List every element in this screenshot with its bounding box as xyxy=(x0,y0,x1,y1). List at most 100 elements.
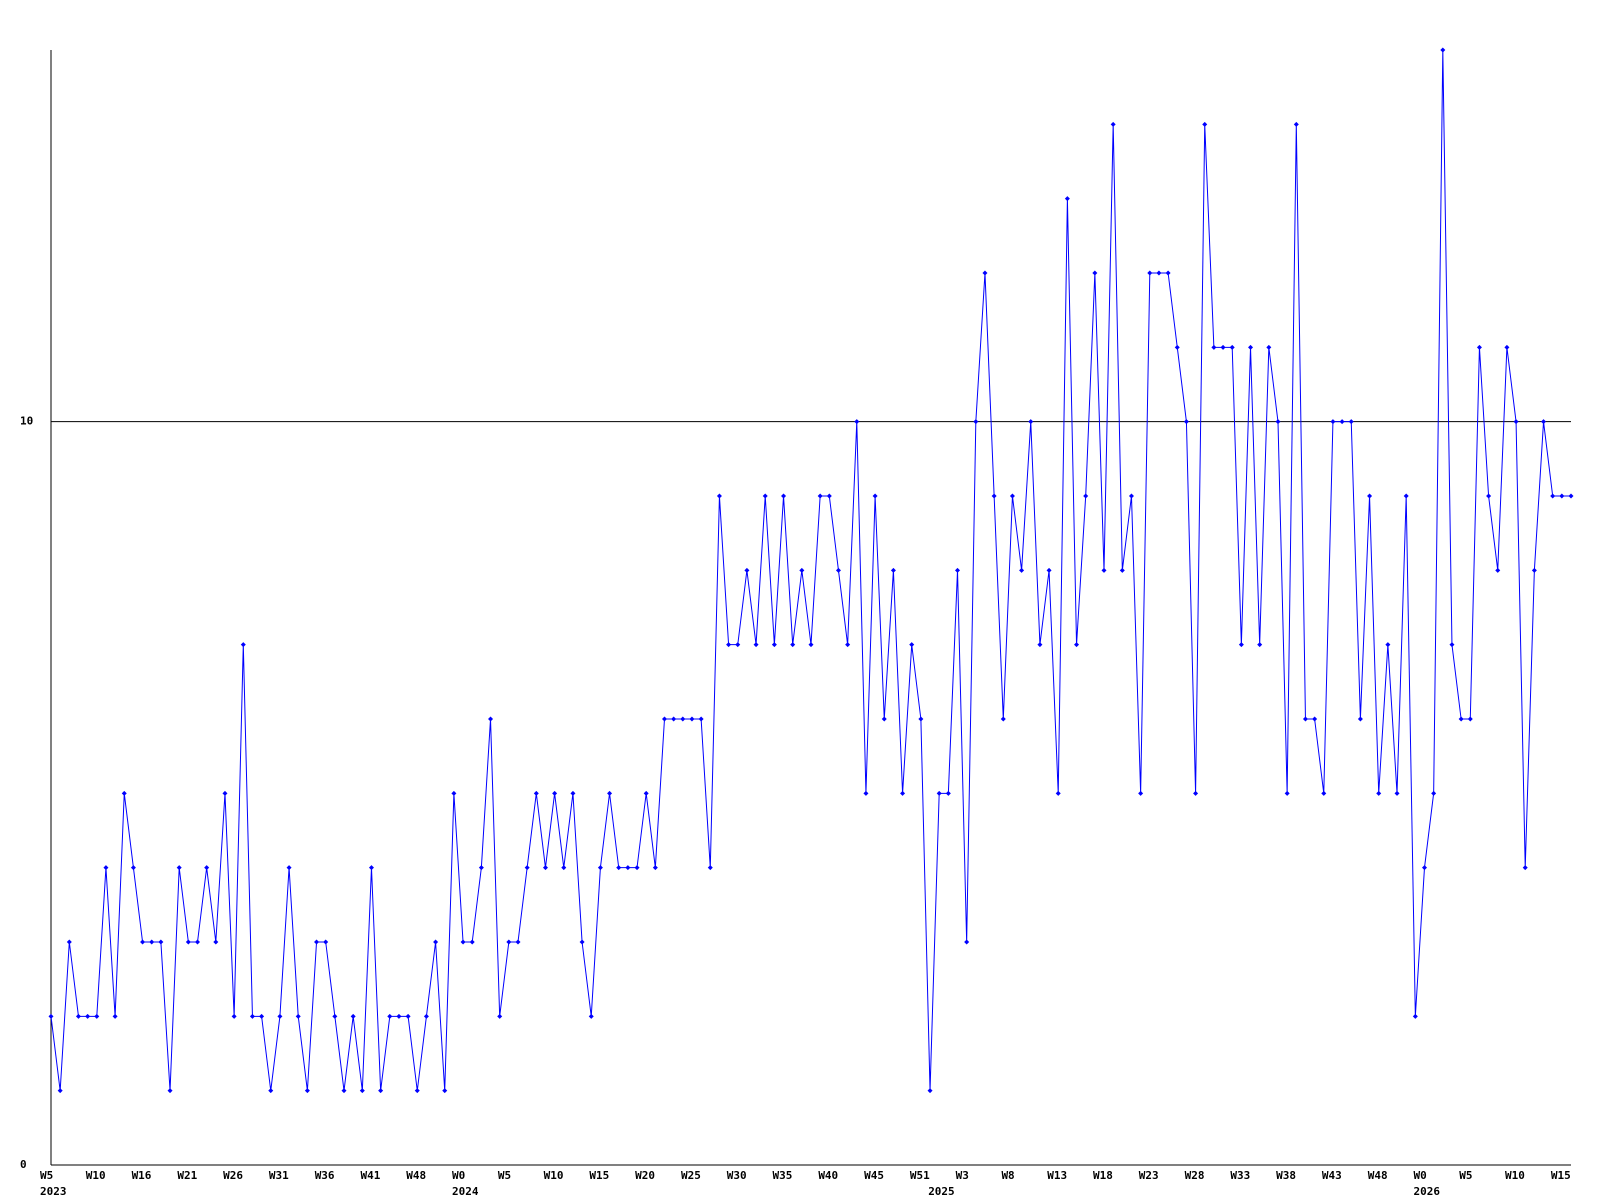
x-tick-label: W31 xyxy=(269,1169,289,1182)
data-point xyxy=(845,642,851,648)
data-point xyxy=(433,939,439,945)
x-tick-label: W25 xyxy=(681,1169,701,1182)
data-point xyxy=(716,493,722,499)
data-point xyxy=(1541,419,1547,425)
data-point xyxy=(918,716,924,722)
data-point xyxy=(451,790,457,796)
data-point xyxy=(1476,344,1482,350)
x-tick-label: W35 xyxy=(773,1169,793,1182)
data-point xyxy=(387,1013,393,1019)
data-point xyxy=(707,865,713,871)
data-point xyxy=(1440,47,1446,53)
data-point xyxy=(1092,270,1098,276)
data-point xyxy=(1385,642,1391,648)
data-point xyxy=(1028,419,1034,425)
data-point xyxy=(1284,790,1290,796)
data-point xyxy=(1119,567,1125,573)
data-point xyxy=(1504,344,1510,350)
data-point xyxy=(1101,567,1107,573)
data-point xyxy=(185,939,191,945)
data-point xyxy=(1339,419,1345,425)
data-point xyxy=(442,1088,448,1094)
data-point xyxy=(955,567,961,573)
data-point xyxy=(1302,716,1308,722)
x-year-label: 2024 xyxy=(452,1185,479,1198)
data-point xyxy=(1293,121,1299,127)
data-point xyxy=(597,865,603,871)
data-point xyxy=(790,642,796,648)
data-point xyxy=(607,790,613,796)
data-point xyxy=(744,567,750,573)
x-tick-label: W36 xyxy=(315,1169,335,1182)
data-point xyxy=(1037,642,1043,648)
data-point xyxy=(671,716,677,722)
x-tick-label: W15 xyxy=(1551,1169,1571,1182)
data-point xyxy=(1110,121,1116,127)
data-point xyxy=(121,790,127,796)
data-point xyxy=(570,790,576,796)
data-point xyxy=(268,1088,274,1094)
data-point xyxy=(1376,790,1382,796)
data-point xyxy=(222,790,228,796)
data-point xyxy=(1183,419,1189,425)
data-point xyxy=(314,939,320,945)
data-point xyxy=(1083,493,1089,499)
data-point xyxy=(1431,790,1437,796)
data-point xyxy=(835,567,841,573)
data-point xyxy=(497,1013,503,1019)
data-point xyxy=(964,939,970,945)
x-tick-label: W48 xyxy=(1368,1169,1388,1182)
data-point xyxy=(1229,344,1235,350)
y-tick-label: 0 xyxy=(20,1158,27,1171)
data-point xyxy=(1495,567,1501,573)
data-point xyxy=(1156,270,1162,276)
data-point xyxy=(781,493,787,499)
data-point xyxy=(1531,567,1537,573)
data-point xyxy=(359,1088,365,1094)
data-point xyxy=(1009,493,1015,499)
data-point xyxy=(689,716,695,722)
data-point xyxy=(94,1013,100,1019)
data-point xyxy=(1458,716,1464,722)
x-tick-label: W48 xyxy=(406,1169,426,1182)
data-point xyxy=(103,865,109,871)
data-point xyxy=(1211,344,1217,350)
data-point xyxy=(616,865,622,871)
data-point xyxy=(488,716,494,722)
x-year-label: 2023 xyxy=(40,1185,67,1198)
data-point xyxy=(1403,493,1409,499)
data-point xyxy=(808,642,814,648)
x-year-label: 2026 xyxy=(1413,1185,1440,1198)
data-point xyxy=(982,270,988,276)
data-point xyxy=(533,790,539,796)
data-point xyxy=(579,939,585,945)
data-point xyxy=(1449,642,1455,648)
data-point xyxy=(277,1013,283,1019)
data-point xyxy=(130,865,136,871)
data-point xyxy=(762,493,768,499)
x-tick-label: W30 xyxy=(727,1169,747,1182)
data-point xyxy=(1312,716,1318,722)
data-point xyxy=(1467,716,1473,722)
data-point xyxy=(1138,790,1144,796)
data-point xyxy=(176,865,182,871)
data-point xyxy=(936,790,942,796)
data-point xyxy=(1019,567,1025,573)
data-point xyxy=(414,1088,420,1094)
data-point xyxy=(900,790,906,796)
data-point xyxy=(140,939,146,945)
data-point xyxy=(588,1013,594,1019)
data-point xyxy=(249,1013,255,1019)
data-point xyxy=(872,493,878,499)
data-point xyxy=(396,1013,402,1019)
data-point xyxy=(1193,790,1199,796)
data-point xyxy=(240,642,246,648)
data-point xyxy=(478,865,484,871)
data-point xyxy=(231,1013,237,1019)
x-tick-label: W10 xyxy=(544,1169,564,1182)
data-point xyxy=(1174,344,1180,350)
data-point xyxy=(158,939,164,945)
data-point xyxy=(506,939,512,945)
